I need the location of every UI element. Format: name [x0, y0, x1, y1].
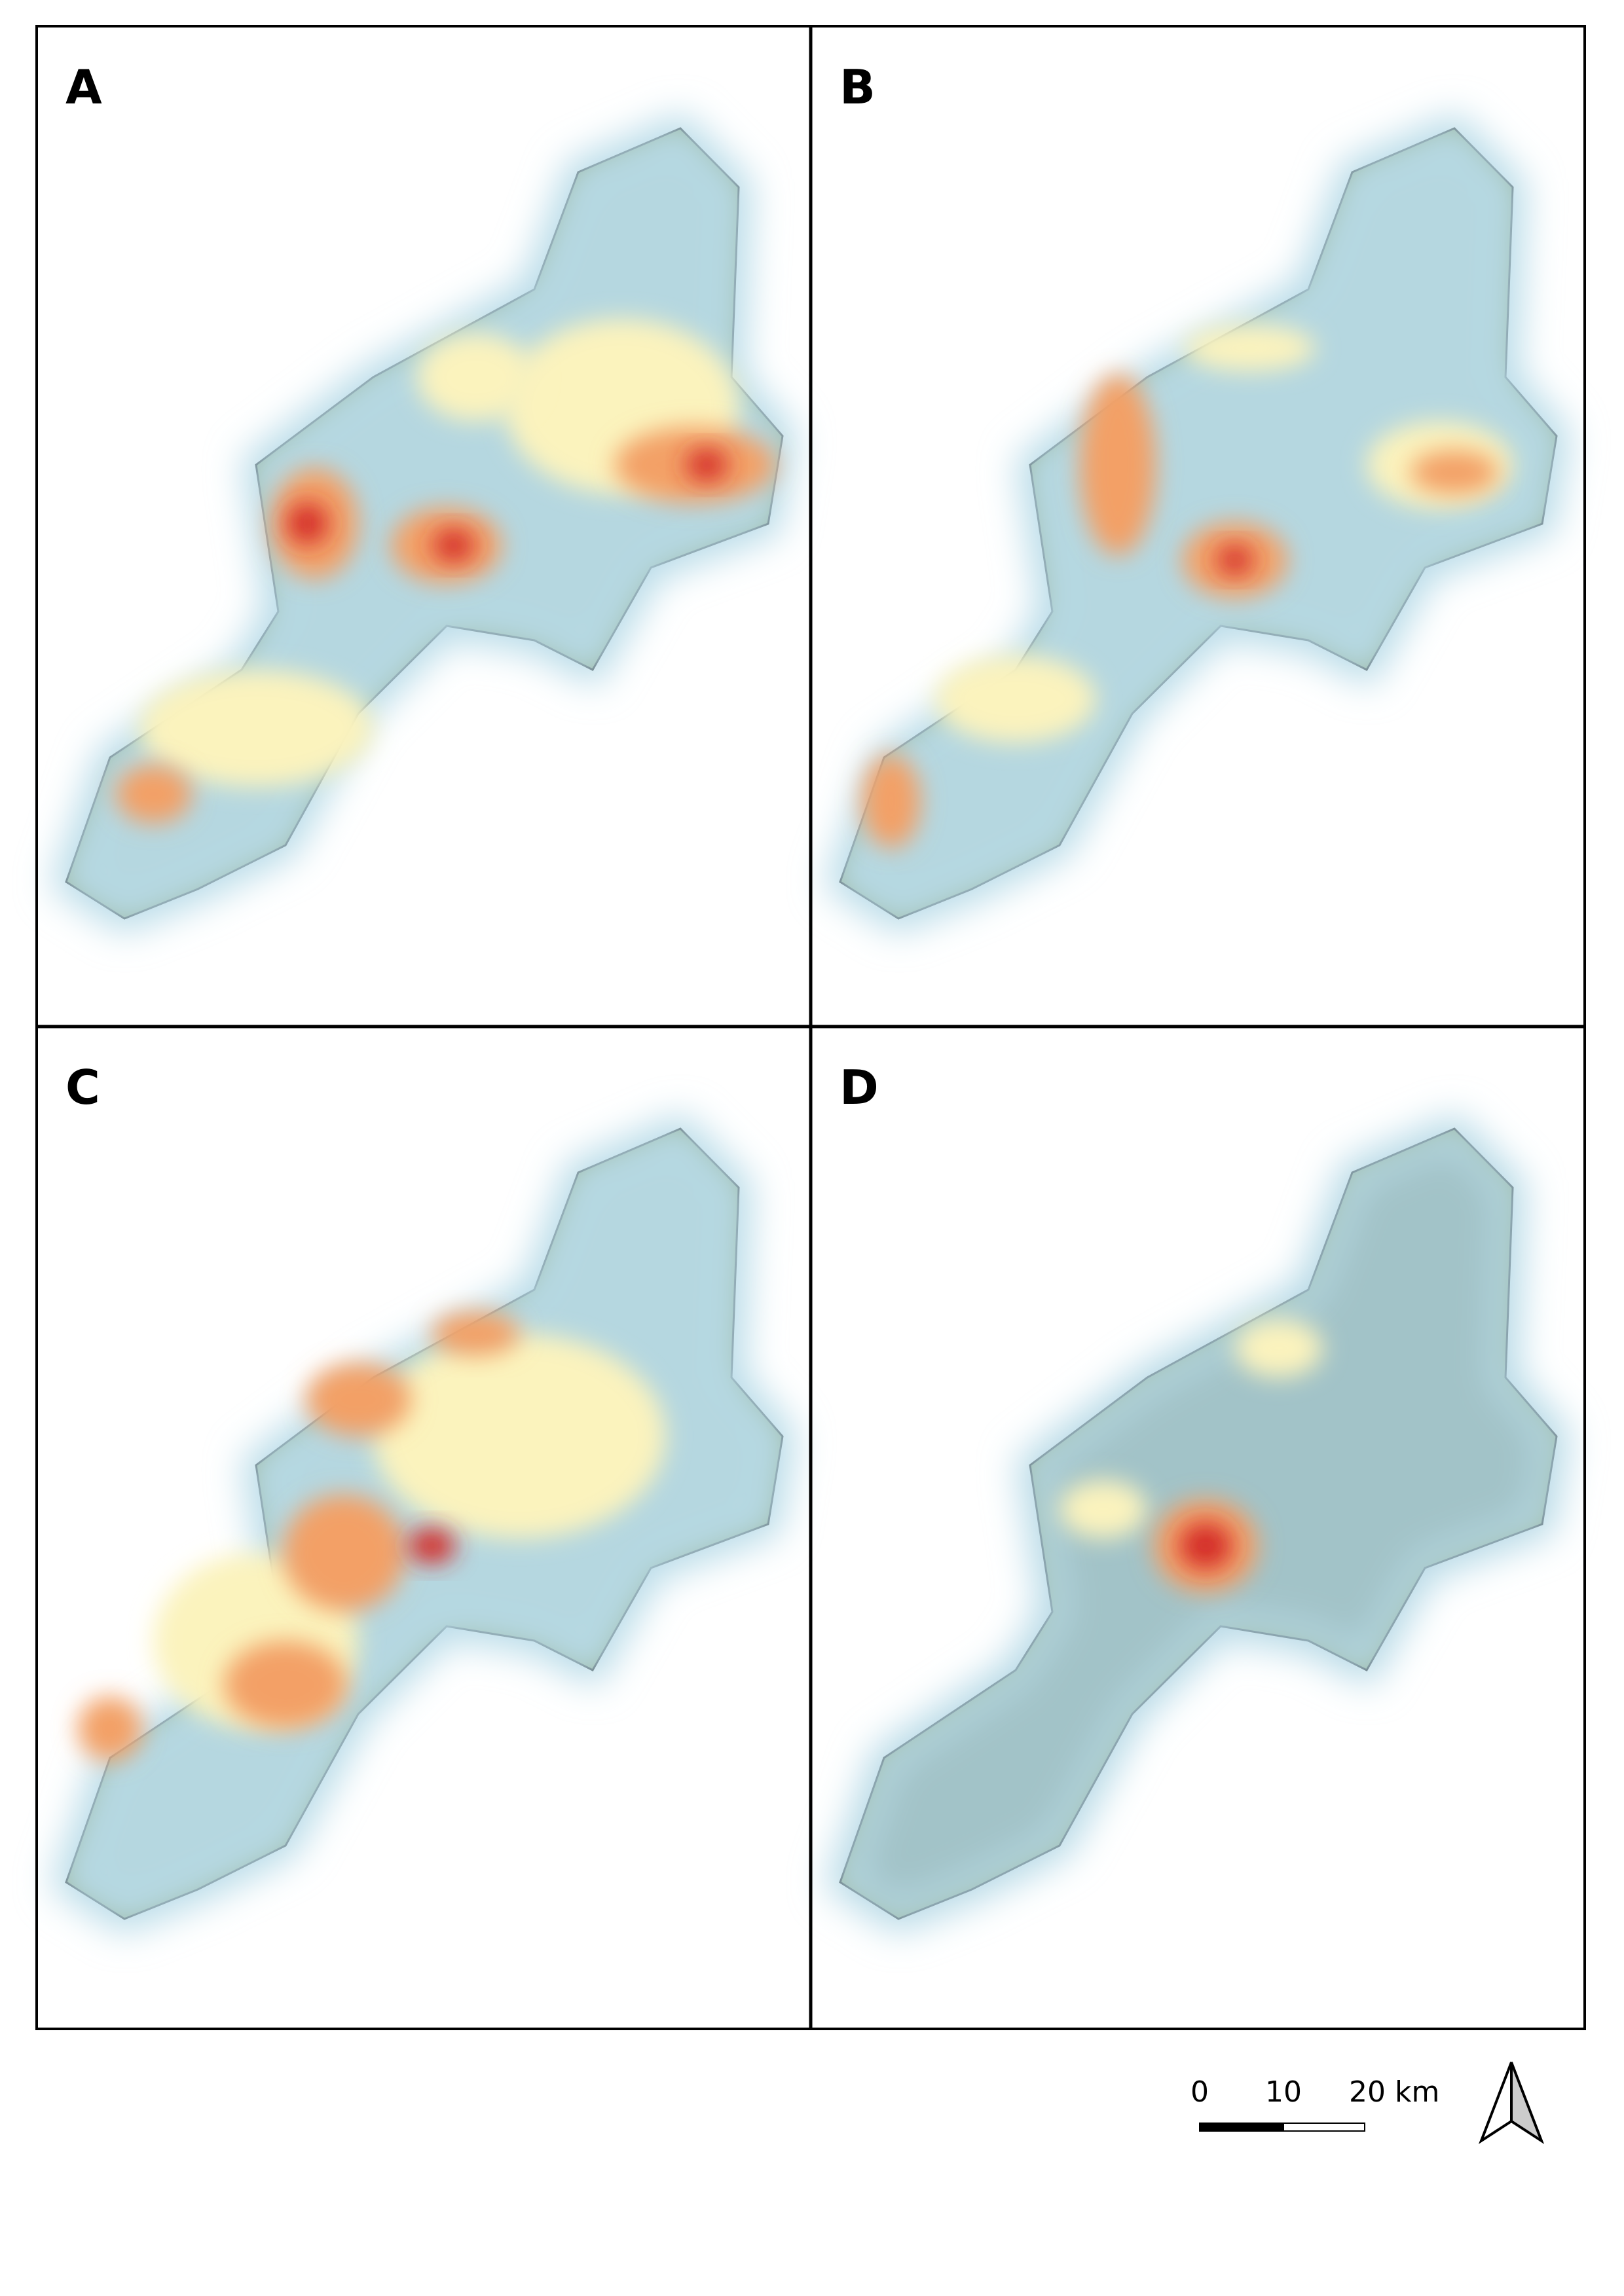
map-panel: D	[824, 1060, 1571, 1934]
heat-spot	[1410, 450, 1498, 494]
heat-spot	[433, 529, 474, 562]
panel-label: B	[840, 60, 876, 115]
heat-spot	[223, 1641, 347, 1729]
map-panel: A	[50, 60, 797, 934]
scale-segment	[1199, 2123, 1284, 2132]
heat-spot	[1234, 1319, 1323, 1378]
heat-spot	[934, 655, 1096, 743]
map-panel: C	[50, 1060, 797, 1934]
scale-label: 10	[1265, 2075, 1302, 2109]
heat-spot	[1183, 324, 1316, 372]
heat-spot	[1080, 374, 1156, 556]
heat-spot	[77, 1696, 142, 1761]
map-panel: B	[824, 60, 1571, 934]
scale-label: 0	[1190, 2075, 1209, 2109]
heat-spot	[282, 1494, 405, 1612]
panel-label: D	[840, 1060, 879, 1115]
heat-spot	[862, 754, 921, 848]
heat-spot	[287, 503, 328, 544]
heat-spot	[408, 1528, 455, 1563]
heat-spot	[115, 765, 192, 824]
heat-spot	[1179, 1522, 1232, 1569]
heat-spot	[432, 1311, 520, 1356]
heat-spot	[1217, 545, 1253, 575]
heat-spot	[1059, 1480, 1147, 1539]
heat-spot	[686, 448, 728, 481]
heat-spot	[139, 669, 373, 787]
heat-spot	[306, 1362, 411, 1436]
north-arrow	[1478, 2062, 1545, 2145]
panel-label: A	[65, 60, 102, 115]
scale-segment	[1283, 2123, 1365, 2132]
scale-bar: 0 10 20 km	[1190, 2075, 1439, 2132]
heat-spot	[416, 333, 534, 422]
panel-label: C	[65, 1060, 100, 1115]
panels: A B C D	[50, 60, 1571, 1934]
scale-label: 20 km	[1349, 2075, 1439, 2109]
heat-spot	[373, 1334, 666, 1539]
